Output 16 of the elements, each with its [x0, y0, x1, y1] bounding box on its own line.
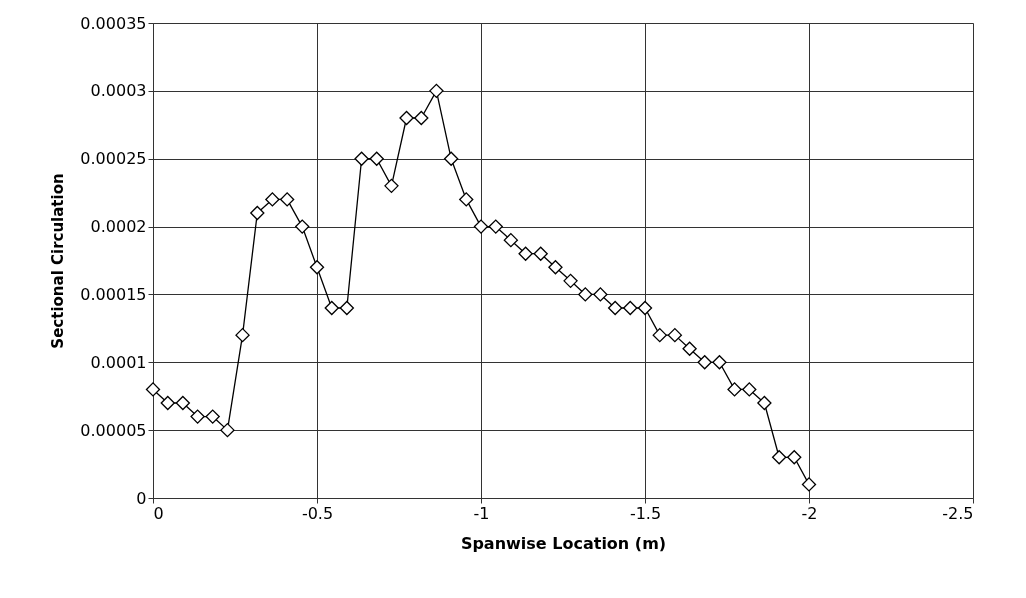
y-tick-label: 0.00015: [80, 284, 147, 304]
y-tick-label: 0.00025: [80, 149, 147, 169]
x-tick-label: -2: [801, 503, 818, 523]
x-axis-title: Spanwise Location (m): [460, 533, 667, 553]
x-tick-label: -0.5: [301, 503, 334, 523]
x-tick-label: -1.5: [629, 503, 662, 523]
x-tick-label: 0: [153, 503, 164, 523]
y-tick-label: 0.00005: [80, 420, 147, 440]
x-tick-label: -2.5: [942, 503, 974, 523]
y-tick-label: 0.0003: [90, 81, 147, 101]
x-tick-label: -1: [473, 503, 490, 523]
y-axis-title: Sectional Circulation: [49, 173, 68, 349]
y-tick-label: 0.0001: [90, 352, 147, 372]
y-tick-label: 0.00035: [80, 13, 147, 33]
y-tick-label: 0: [136, 488, 147, 508]
y-tick-label: 0.0002: [90, 217, 147, 237]
